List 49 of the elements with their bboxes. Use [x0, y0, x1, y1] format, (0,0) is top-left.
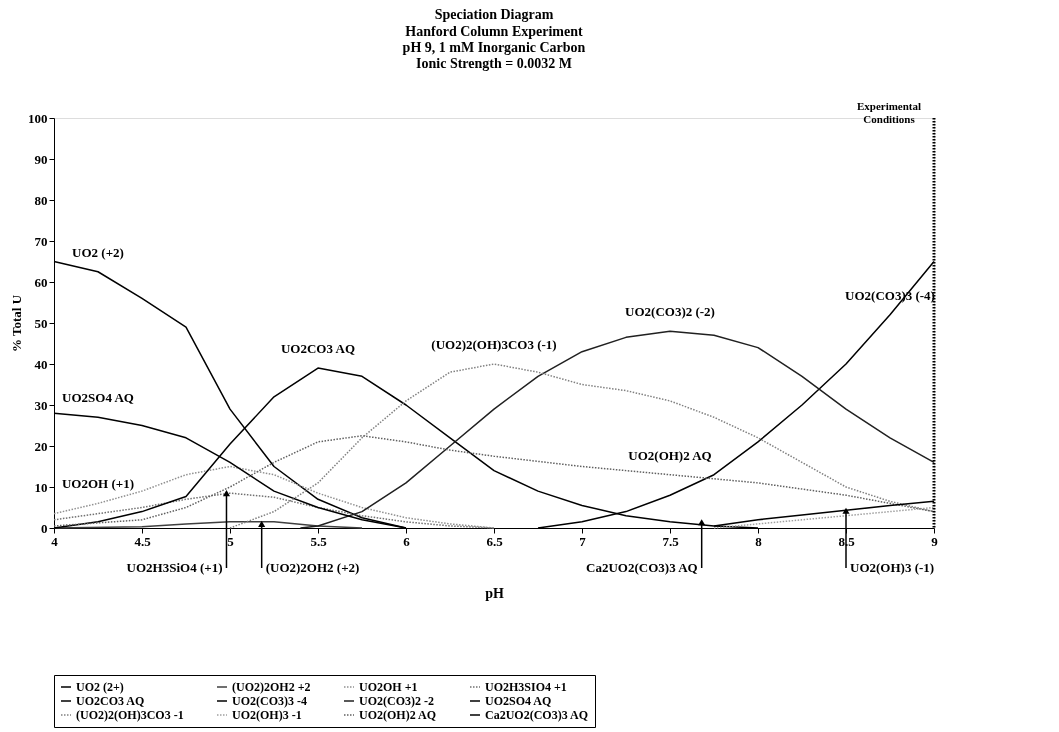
- legend-label: UO2CO3 AQ: [76, 694, 145, 708]
- x-axis-title: pH: [485, 585, 504, 601]
- legend-label: UO2SO4 AQ: [485, 694, 552, 708]
- y-tick-label: 70: [34, 233, 48, 249]
- y-tick-label: 20: [34, 438, 48, 454]
- annotation: UO2(OH)2 AQ: [628, 447, 712, 463]
- y-axis-title: % Total U: [9, 294, 24, 353]
- y-tick-label: 30: [34, 397, 48, 413]
- annotation: (UO2)2OH2 (+2): [265, 560, 360, 575]
- y-tick-label: 60: [34, 274, 48, 290]
- legend-label: UO2(CO3)3 -4: [232, 694, 307, 708]
- annotation: UO2H3SiO4 (+1): [126, 560, 223, 575]
- x-tick-label: 6: [403, 533, 411, 549]
- legend-label: Ca2UO2(CO3)3 AQ: [485, 708, 588, 722]
- annotation: Ca2UO2(CO3)3 AQ: [586, 560, 698, 575]
- x-tick-label: 5.5: [310, 533, 328, 549]
- legend-label: (UO2)2OH2 +2: [232, 680, 311, 694]
- y-tick-label: 10: [34, 479, 48, 495]
- y-tick-label: 40: [34, 356, 48, 372]
- annotation: UO2SO4 AQ: [62, 390, 134, 406]
- annotation: UO2OH (+1): [61, 476, 135, 492]
- annotation: UO2 (+2): [72, 244, 124, 260]
- x-tick-label: 4.5: [134, 533, 152, 549]
- legend-label: UO2H3SIO4 +1: [485, 680, 567, 694]
- legend-label: UO2(OH)3 -1: [232, 708, 302, 722]
- y-tick-label: 90: [34, 151, 48, 167]
- ref-line-label: Experimental Conditions: [856, 100, 922, 125]
- x-tick-label: 7.5: [662, 533, 680, 549]
- x-tick-label: 9: [931, 533, 939, 549]
- chart-title: Speciation Diagram: [434, 7, 554, 22]
- x-tick-label: 7: [579, 533, 587, 549]
- x-tick-label: 4: [51, 533, 59, 549]
- legend-label: UO2(CO3)2 -2: [359, 694, 434, 708]
- x-tick-label: 6.5: [486, 533, 504, 549]
- x-tick-label: 8: [755, 533, 763, 549]
- legend-label: (UO2)2(OH)3CO3 -1: [76, 708, 184, 722]
- annotation: UO2(OH)3 (-1): [850, 560, 935, 575]
- legend-label: UO2(OH)2 AQ: [359, 708, 436, 722]
- annotation: UO2(CO3)2 (-2): [625, 304, 715, 320]
- annotation: UO2CO3 AQ: [280, 341, 356, 357]
- chart-subtitle: Hanford Column Experiment pH 9, 1 mM Inorganic Carbon Ionic Strength = 0.0032 M: [402, 24, 586, 71]
- annotation: (UO2)2(OH)3CO3 (-1): [431, 337, 557, 352]
- legend-label: UO2OH +1: [359, 680, 418, 694]
- y-tick-label: 100: [28, 110, 48, 126]
- y-tick-label: 80: [34, 192, 48, 208]
- legend-label: UO2 (2+): [76, 680, 124, 694]
- y-tick-label: 50: [34, 315, 48, 331]
- y-tick-label: 0: [41, 520, 48, 536]
- x-tick-label: 5: [227, 533, 235, 549]
